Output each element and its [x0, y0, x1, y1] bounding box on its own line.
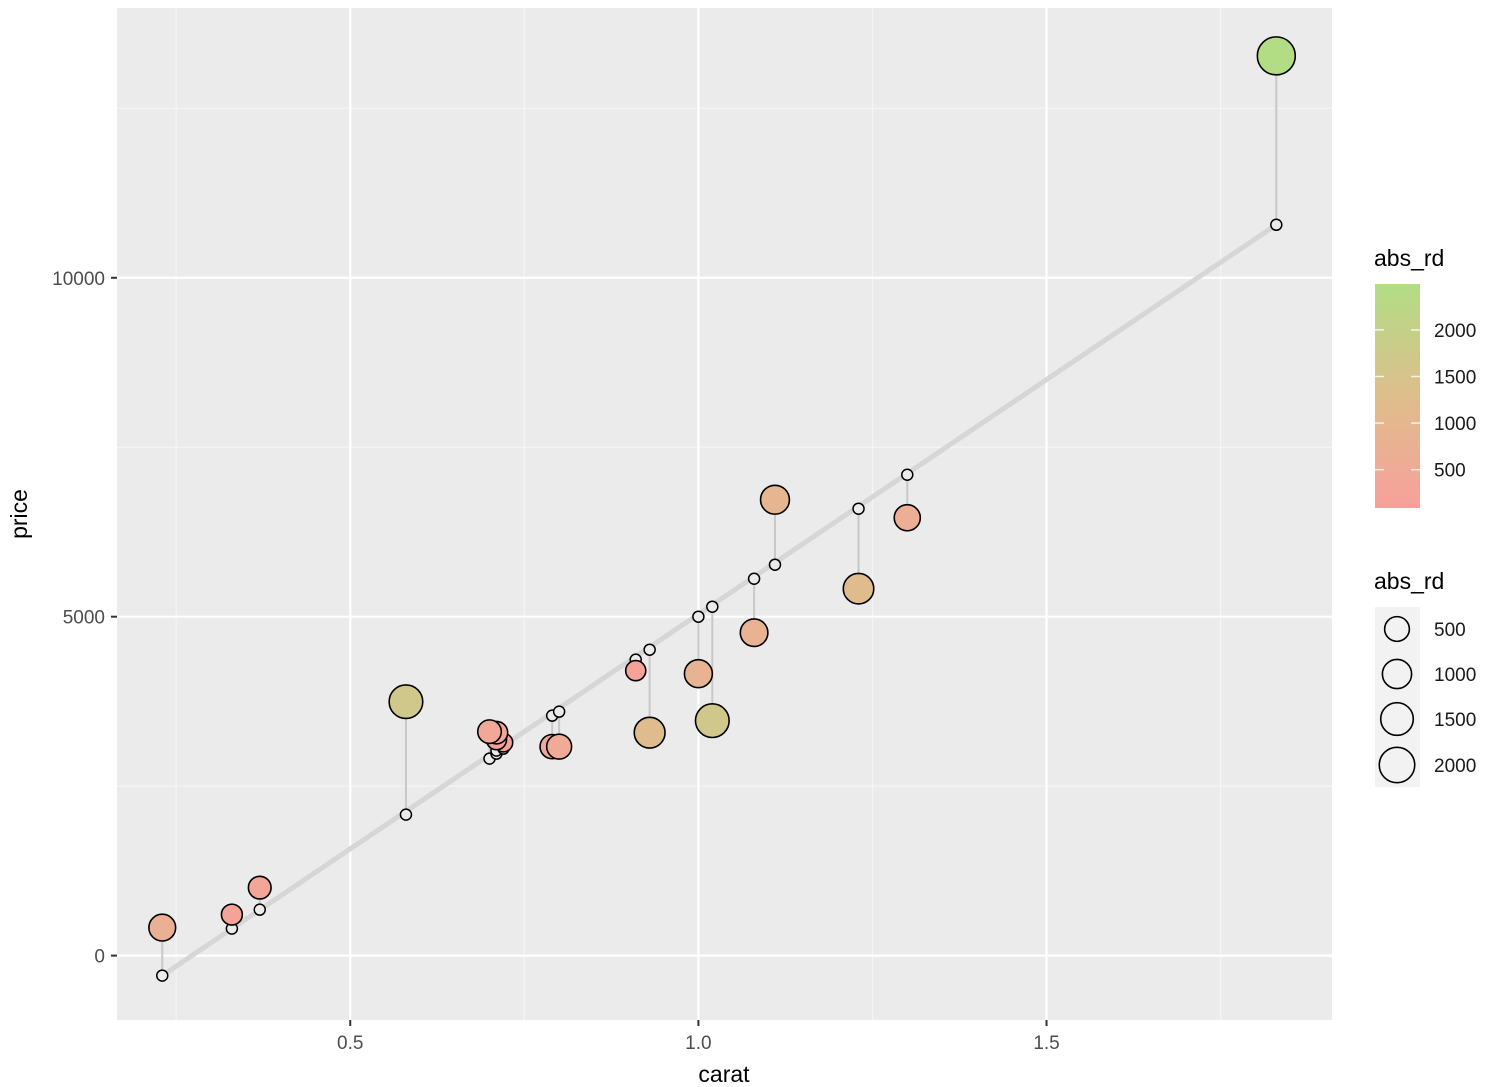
observed-point: [220, 903, 244, 926]
colorbar-label: 2000: [1434, 321, 1476, 342]
predicted-points: [156, 218, 1283, 982]
predicted-point: [852, 502, 865, 515]
observed-point: [893, 503, 922, 532]
predicted-point: [643, 643, 656, 656]
observed-point: [388, 684, 424, 720]
size-legend-key-circle: [1378, 746, 1416, 784]
observed-point: [633, 716, 666, 749]
size-legend-key-circle: [1383, 615, 1411, 643]
observed-point: [739, 618, 769, 648]
observed-points: [148, 36, 1297, 942]
x-tick-label: 1.0: [685, 1033, 711, 1054]
y-tick-label: 5000: [63, 608, 105, 629]
observed-point: [624, 659, 647, 682]
size-legend: abs_rd 500 1000 1500 2000: [1374, 568, 1476, 787]
size-legend-label: 2000: [1434, 756, 1476, 777]
size-legend-title: abs_rd: [1374, 568, 1444, 594]
major-gridlines: [117, 8, 1332, 1020]
observed-point: [694, 703, 730, 739]
size-legend-key-circle: [1379, 701, 1415, 737]
colorbar-label: 1000: [1434, 414, 1476, 435]
regression-line: [159, 222, 1279, 979]
size-legend-label: 1000: [1434, 665, 1476, 686]
observed-point: [545, 733, 573, 760]
colorbar-ticks: 500 1000 1500 2000: [1375, 321, 1476, 482]
y-tick-label: 10000: [52, 269, 105, 290]
y-axis-title: price: [6, 489, 32, 539]
minor-gridlines: [117, 8, 1332, 1020]
predicted-point: [692, 610, 705, 623]
predicted-point: [706, 600, 719, 613]
predicted-point: [768, 558, 782, 571]
color-legend: abs_rd 500 1000 1500 2000: [1374, 245, 1476, 508]
y-tick-label: 0: [94, 947, 105, 968]
colorbar-label: 1500: [1434, 367, 1476, 388]
regression-line-path: [159, 222, 1279, 979]
predicted-point: [399, 808, 413, 821]
observed-point: [683, 658, 714, 689]
predicted-point: [156, 969, 169, 982]
observed-point: [842, 572, 875, 605]
observed-point: [247, 875, 272, 900]
predicted-point: [552, 705, 566, 718]
x-tick-label: 1.5: [1033, 1033, 1059, 1054]
observed-point: [148, 913, 177, 942]
plot-panel: [117, 8, 1332, 1020]
observed-point: [476, 719, 503, 745]
size-legend-label: 1500: [1434, 710, 1476, 731]
size-legend-keys: 500 1000 1500 2000: [1378, 615, 1476, 784]
color-legend-title: abs_rd: [1374, 245, 1444, 271]
predicted-point: [901, 468, 914, 482]
predicted-point: [1270, 218, 1283, 232]
predicted-point: [747, 572, 761, 585]
observed-point: [1256, 36, 1297, 76]
y-axis: 0 5000 10000: [52, 269, 117, 968]
size-legend-label: 500: [1434, 620, 1466, 641]
colorbar: [1375, 284, 1420, 508]
size-legend-key-circle: [1381, 658, 1413, 690]
x-axis: 0.5 1.0 1.5: [337, 1020, 1060, 1054]
colorbar-label: 500: [1434, 461, 1466, 482]
x-tick-label: 0.5: [337, 1033, 363, 1054]
predicted-point: [253, 903, 266, 916]
x-axis-title: carat: [698, 1061, 750, 1087]
observed-point: [759, 484, 791, 515]
